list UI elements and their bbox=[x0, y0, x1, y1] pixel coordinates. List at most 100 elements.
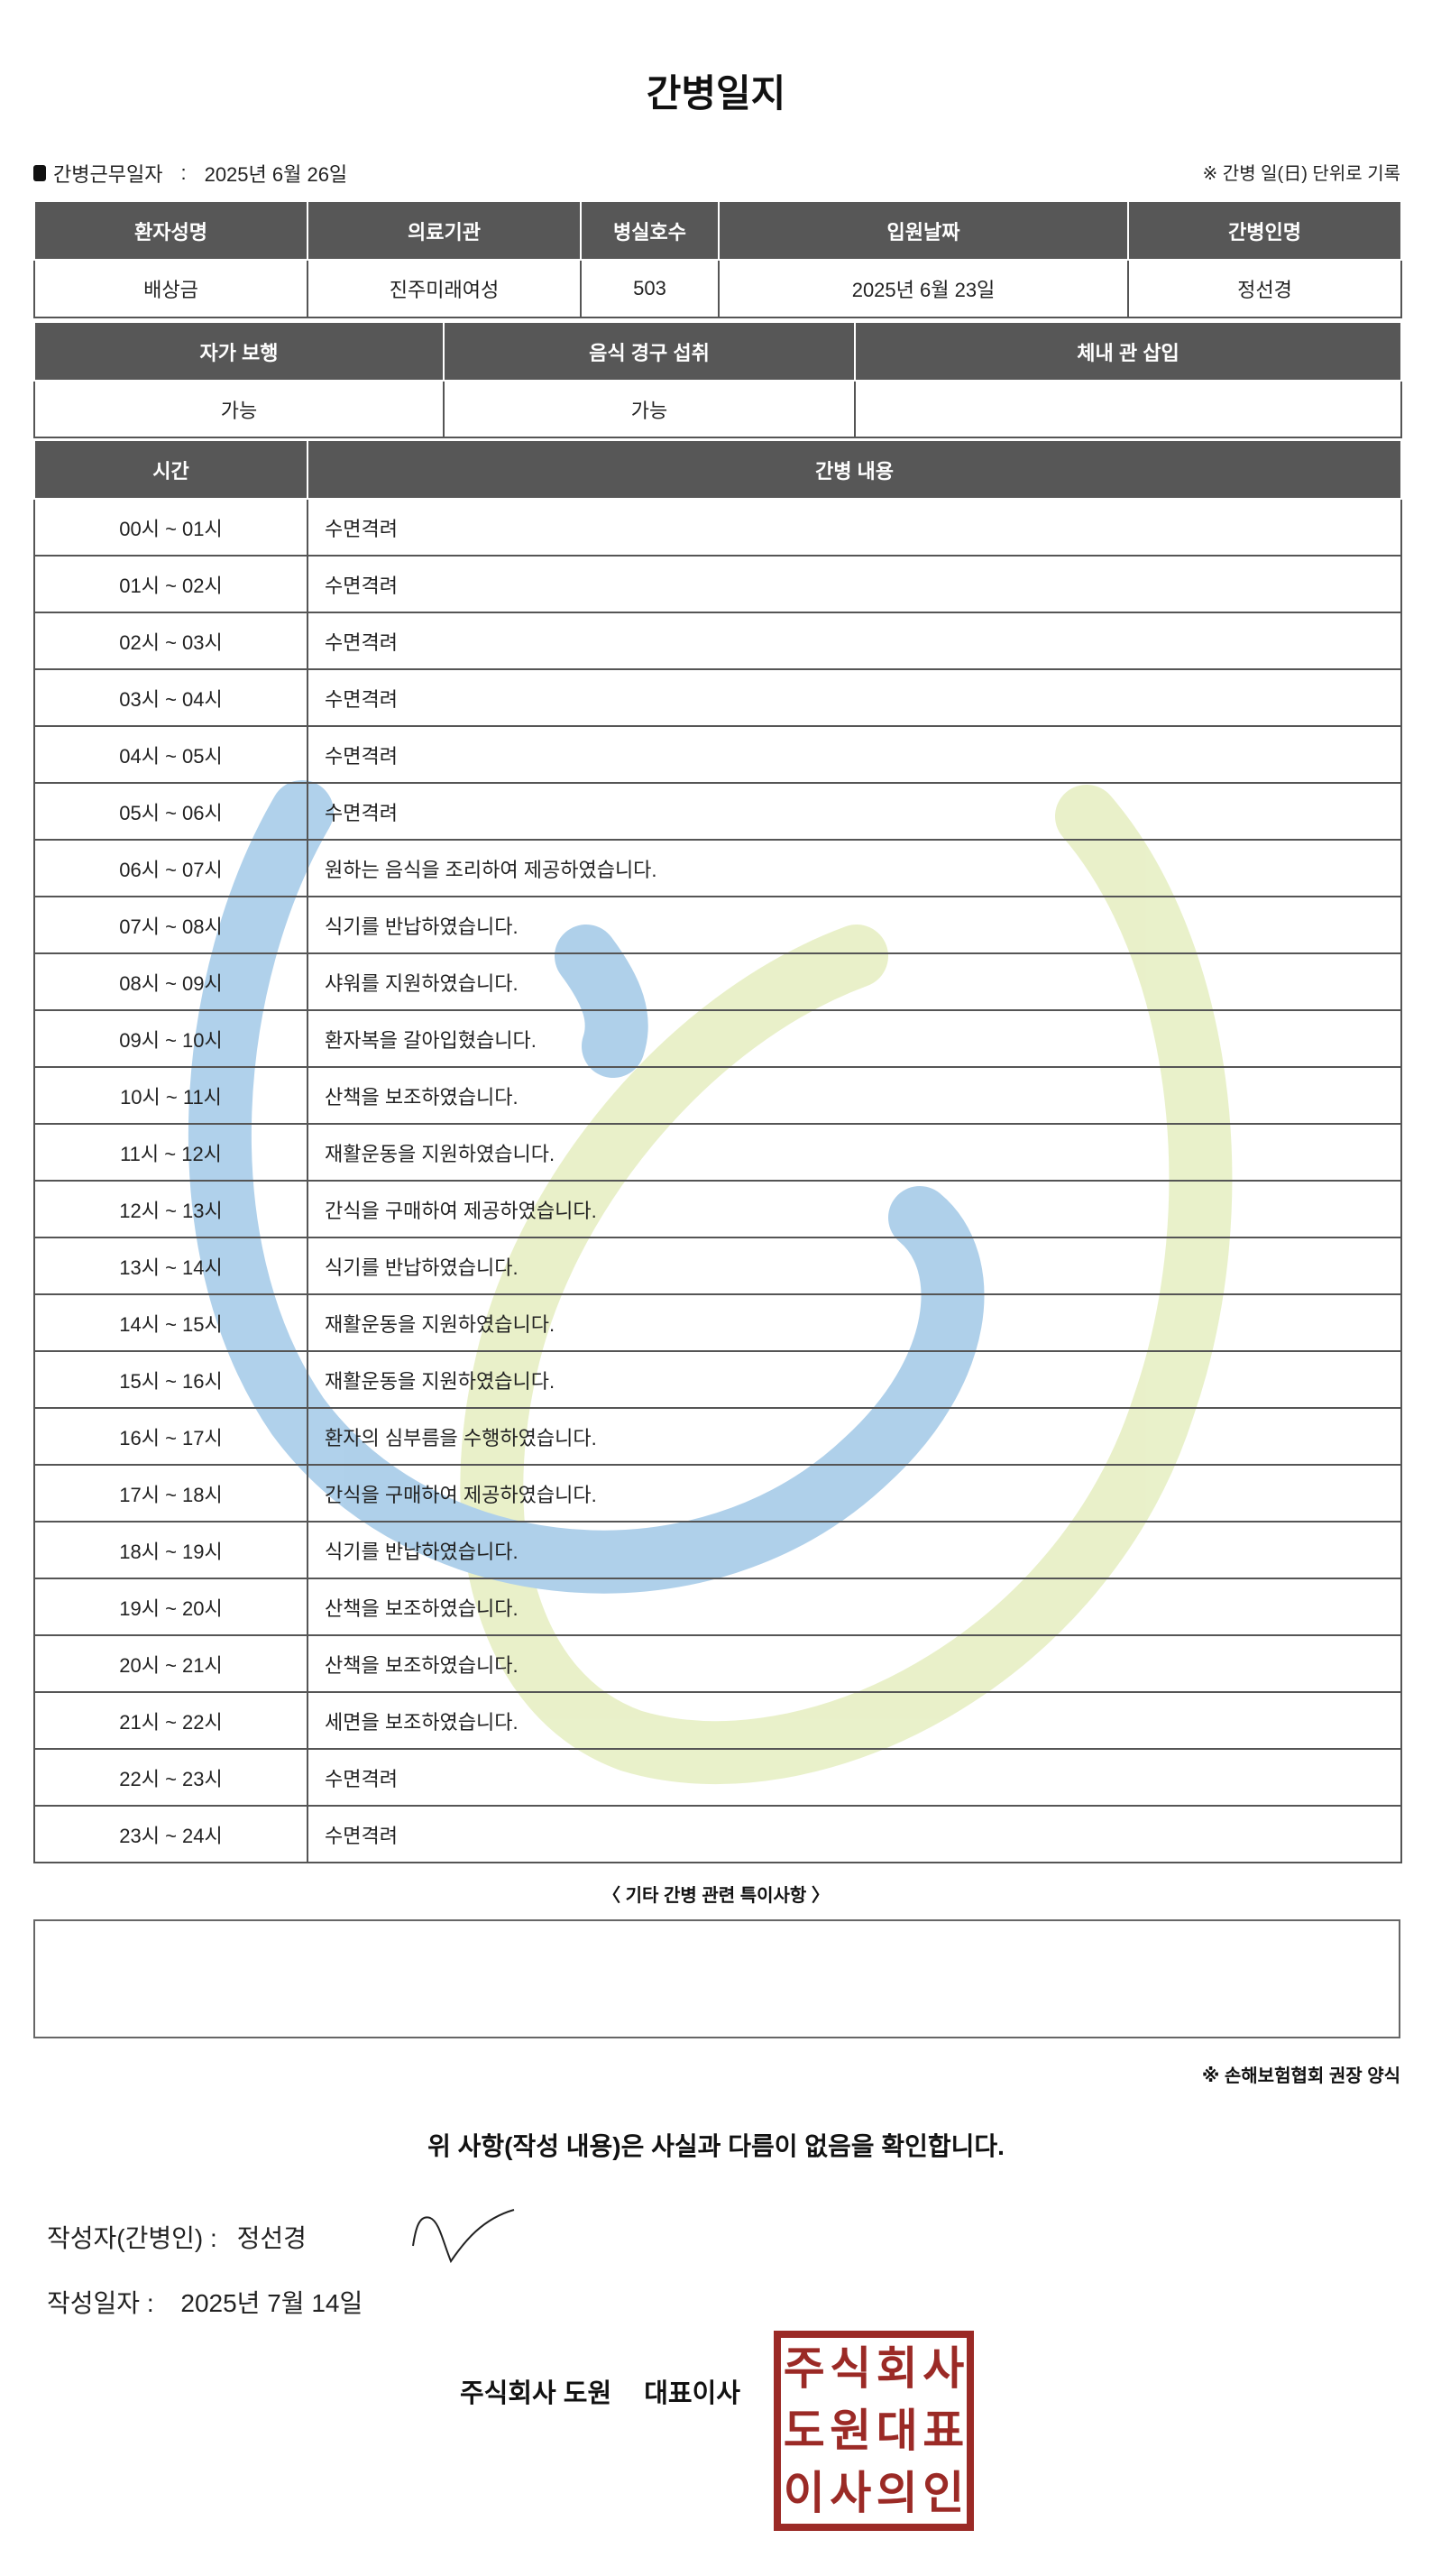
stamp-glyph: 사 bbox=[923, 2343, 965, 2395]
confirmation-statement: 위 사항(작성 내용)은 사실과 다름이 없음을 확인합니다. bbox=[427, 2132, 1005, 2160]
stamp-glyph: 원 bbox=[830, 2405, 872, 2456]
care-table: 시간 간병 내용 00시 ~ 01시 수면격려 01시 ~ 02시 수면격려 02시 ~… bbox=[33, 441, 1402, 1863]
status-table: 자가 보행 음식 경구 섭취 체내 관 삽입 가능 가능 bbox=[33, 323, 1402, 438]
time-slot: 08시 ~ 09시 bbox=[33, 952, 308, 1011]
care-content: 샤워를 지원하였습니다. bbox=[307, 952, 1402, 1011]
care-content: 식기를 반납하였습니다. bbox=[307, 896, 1402, 954]
patient-table: 환자성명 의료기관 병실호수 입원날짜 간병인명 배상금 진주미래여성 503 … bbox=[33, 202, 1402, 318]
time-slot: 00시 ~ 01시 bbox=[33, 498, 308, 557]
care-table-row: 21시 ~ 22시 세면을 보조하였습니다. bbox=[33, 1691, 1402, 1750]
care-content: 재활운동을 지원하였습니다. bbox=[307, 1293, 1402, 1352]
status-table-row: 가능 가능 bbox=[33, 380, 1402, 438]
header-tube: 체내 관 삽입 bbox=[854, 323, 1402, 382]
care-content: 환자의 심부름을 수행하였습니다. bbox=[307, 1407, 1402, 1466]
care-table-row: 16시 ~ 17시 환자의 심부름을 수행하였습니다. bbox=[33, 1407, 1402, 1466]
stamp-glyph: 이 bbox=[783, 2467, 825, 2518]
care-content: 식기를 반납하였습니다. bbox=[307, 1237, 1402, 1295]
time-slot: 19시 ~ 20시 bbox=[33, 1578, 308, 1636]
stamp-glyph: 의 bbox=[876, 2467, 918, 2518]
work-date-label: 간병근무일자 bbox=[53, 163, 163, 186]
time-slot: 23시 ~ 24시 bbox=[33, 1805, 308, 1863]
work-date-value: 2025년 6월 26일 bbox=[204, 163, 348, 186]
header-caregiver: 간병인명 bbox=[1127, 202, 1402, 261]
work-date: 간병근무일자 : 2025년 6월 26일 bbox=[33, 159, 347, 188]
care-table-row: 11시 ~ 12시 재활운동을 지원하였습니다. bbox=[33, 1123, 1402, 1182]
time-slot: 16시 ~ 17시 bbox=[33, 1407, 308, 1466]
care-table-row: 04시 ~ 05시 수면격려 bbox=[33, 725, 1402, 784]
time-slot: 07시 ~ 08시 bbox=[33, 896, 308, 954]
care-content: 식기를 반납하였습니다. bbox=[307, 1521, 1402, 1579]
care-table-row: 07시 ~ 08시 식기를 반납하였습니다. bbox=[33, 896, 1402, 954]
care-content: 환자복을 갈아입혔습니다. bbox=[307, 1009, 1402, 1068]
company-name: 주식회사 도원 bbox=[460, 2379, 612, 2408]
header-admission-date: 입원날짜 bbox=[718, 202, 1129, 261]
time-slot: 11시 ~ 12시 bbox=[33, 1123, 308, 1182]
header-oral-intake: 음식 경구 섭취 bbox=[443, 323, 856, 382]
care-content: 재활운동을 지원하였습니다. bbox=[307, 1350, 1402, 1409]
care-table-row: 08시 ~ 09시 샤워를 지원하였습니다. bbox=[33, 952, 1402, 1011]
hospital: 진주미래여성 bbox=[307, 259, 582, 318]
care-table-row: 15시 ~ 16시 재활운동을 지원하였습니다. bbox=[33, 1350, 1402, 1409]
care-content: 원하는 음식을 조리하여 제공하였습니다. bbox=[307, 839, 1402, 897]
care-content: 간식을 구매하여 제공하였습니다. bbox=[307, 1180, 1402, 1238]
walking-status: 가능 bbox=[33, 380, 445, 438]
stamp-glyph: 인 bbox=[923, 2467, 965, 2518]
time-slot: 03시 ~ 04시 bbox=[33, 668, 308, 727]
written-date-line: 작성일자 : 2025년 7월 14일 bbox=[47, 2284, 382, 2320]
care-table-row: 10시 ~ 11시 산책을 보조하였습니다. bbox=[33, 1066, 1402, 1125]
care-content: 수면격려 bbox=[307, 555, 1402, 613]
time-slot: 06시 ~ 07시 bbox=[33, 839, 308, 897]
stamp-glyph: 사 bbox=[830, 2467, 872, 2518]
written-date-value: 2025년 7월 14일 bbox=[180, 2289, 363, 2317]
special-notes-box bbox=[33, 1919, 1400, 2038]
header-room: 병실호수 bbox=[580, 202, 720, 261]
care-content: 산책을 보조하였습니다. bbox=[307, 1578, 1402, 1636]
time-slot: 13시 ~ 14시 bbox=[33, 1237, 308, 1295]
care-table-row: 00시 ~ 01시 수면격려 bbox=[33, 498, 1402, 557]
status-table-header: 자가 보행 음식 경구 섭취 체내 관 삽입 bbox=[33, 323, 1402, 382]
header-care-content: 간병 내용 bbox=[307, 441, 1402, 500]
time-slot: 14시 ~ 15시 bbox=[33, 1293, 308, 1352]
time-slot: 05시 ~ 06시 bbox=[33, 782, 308, 841]
care-table-row: 22시 ~ 23시 수면격려 bbox=[33, 1748, 1402, 1807]
time-slot: 04시 ~ 05시 bbox=[33, 725, 308, 784]
record-note: ※ 간병 일(日) 단위로 기록 bbox=[1202, 164, 1400, 184]
time-slot: 21시 ~ 22시 bbox=[33, 1691, 308, 1750]
care-content: 산책을 보조하였습니다. bbox=[307, 1634, 1402, 1693]
care-content: 간식을 구매하여 제공하였습니다. bbox=[307, 1464, 1402, 1523]
patient-table-header: 환자성명 의료기관 병실호수 입원날짜 간병인명 bbox=[33, 202, 1402, 261]
time-slot: 17시 ~ 18시 bbox=[33, 1464, 308, 1523]
writer-name: 정선경 bbox=[236, 2224, 307, 2252]
care-content: 산책을 보조하였습니다. bbox=[307, 1066, 1402, 1125]
time-slot: 22시 ~ 23시 bbox=[33, 1748, 308, 1807]
caregiver-name: 정선경 bbox=[1127, 259, 1402, 318]
care-table-row: 14시 ~ 15시 재활운동을 지원하였습니다. bbox=[33, 1293, 1402, 1352]
care-table-row: 20시 ~ 21시 산책을 보조하였습니다. bbox=[33, 1634, 1402, 1693]
care-table-row: 06시 ~ 07시 원하는 음식을 조리하여 제공하였습니다. bbox=[33, 839, 1402, 897]
care-table-row: 02시 ~ 03시 수면격려 bbox=[33, 612, 1402, 670]
time-slot: 12시 ~ 13시 bbox=[33, 1180, 308, 1238]
oral-intake-status: 가능 bbox=[443, 380, 856, 438]
care-content: 수면격려 bbox=[307, 782, 1402, 841]
company-line: 주식회사 도원 대표이사 bbox=[460, 2372, 766, 2410]
care-content: 수면격려 bbox=[307, 668, 1402, 727]
header-walking: 자가 보행 bbox=[33, 323, 445, 382]
care-content: 재활운동을 지원하였습니다. bbox=[307, 1123, 1402, 1182]
stamp-glyph: 식 bbox=[830, 2343, 872, 2395]
care-table-row: 13시 ~ 14시 식기를 반납하였습니다. bbox=[33, 1237, 1402, 1295]
care-table-row: 05시 ~ 06시 수면격려 bbox=[33, 782, 1402, 841]
care-content: 수면격려 bbox=[307, 612, 1402, 670]
care-table-header: 시간 간병 내용 bbox=[33, 441, 1402, 500]
time-slot: 18시 ~ 19시 bbox=[33, 1521, 308, 1579]
stamp-glyph: 주 bbox=[783, 2343, 825, 2395]
written-date-label: 작성일자 : bbox=[47, 2289, 154, 2317]
stamp-glyph: 도 bbox=[783, 2405, 825, 2456]
company-title: 대표이사 bbox=[644, 2379, 740, 2408]
care-table-row: 18시 ~ 19시 식기를 반납하였습니다. bbox=[33, 1521, 1402, 1579]
form-note: ※ 손해보험협회 권장 양식 bbox=[1201, 2066, 1400, 2086]
care-table-row: 01시 ~ 02시 수면격려 bbox=[33, 555, 1402, 613]
bullet-square-icon bbox=[33, 165, 46, 181]
special-notes-label: 〈 기타 간병 관련 특이사항 〉 bbox=[602, 1886, 830, 1906]
room-number: 503 bbox=[580, 259, 720, 318]
